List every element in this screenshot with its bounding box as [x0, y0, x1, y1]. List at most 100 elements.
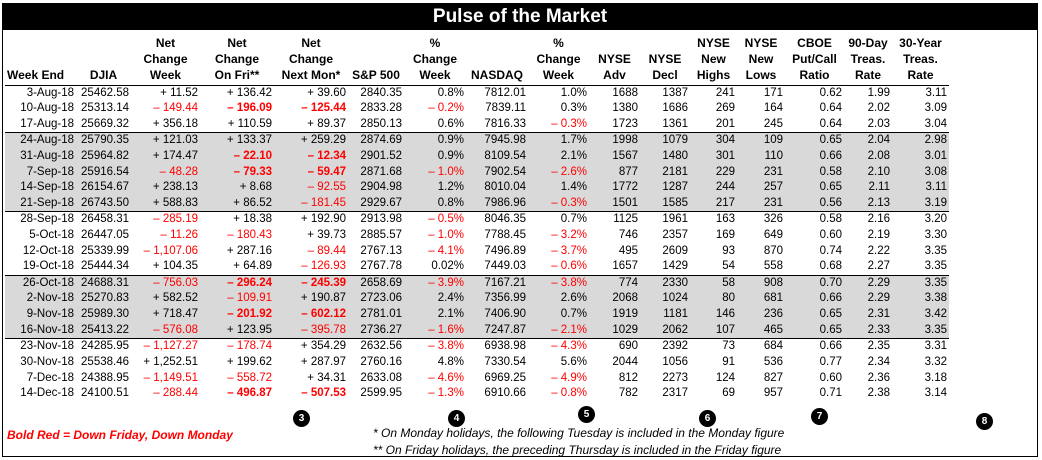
table-cell: 7788.45	[484, 229, 526, 242]
table-cell: 2901.52	[348, 148, 404, 165]
table-cell: 30-Nov-18	[20, 355, 74, 368]
table-cell: 0.65	[785, 132, 844, 149]
table-cell: 2767.78	[360, 260, 402, 273]
table-cell: 0.8%	[437, 86, 464, 99]
table-cell: 0.65	[785, 322, 844, 339]
table-cell: 1.99	[867, 86, 890, 99]
table-cell: 7945.98	[466, 132, 528, 149]
table-cell: + 588.83	[131, 195, 200, 212]
table-cell: 2904.98	[348, 180, 404, 196]
table-cell: 0.65	[785, 306, 844, 323]
table-cell: 1998	[589, 132, 640, 149]
table-cell: 3.32	[924, 355, 947, 368]
table-cell: 2.1%	[528, 148, 589, 165]
table-cell: 24-Aug-18	[5, 132, 76, 149]
table-cell: 8010.04	[466, 180, 528, 196]
table-cell: 10-Aug-18	[20, 102, 74, 115]
table-cell: 7-Sep-18	[5, 164, 76, 181]
table-cell: 3.01	[892, 148, 949, 165]
table-cell: + 110.59	[227, 117, 272, 130]
table-cell: – 285.19	[131, 211, 200, 228]
table-cell: 2.10	[844, 164, 892, 181]
table-cell: – 1.3%	[428, 387, 464, 400]
table-cell: 1961	[640, 211, 690, 228]
table-cell: 2.1%	[404, 306, 466, 323]
table-cell: 7449.03	[484, 260, 526, 273]
table-cell: + 259.29	[274, 132, 348, 149]
table-cell: 17-Aug-18	[20, 117, 74, 130]
table-cell: – 1,107.06	[143, 244, 198, 257]
table-cell: 2.08	[844, 148, 892, 165]
table-cell: 3.11	[925, 86, 947, 99]
table-cell: – 201.92	[200, 306, 274, 323]
table-cell: 0.66	[785, 338, 844, 355]
column-header: Net Change On Fri**	[200, 32, 274, 86]
table-cell: + 287.16	[226, 244, 272, 257]
table-cell: 536	[763, 355, 783, 368]
table-cell: 2.29	[844, 274, 892, 291]
marker-badge: 3	[293, 410, 310, 427]
table-cell: 2357	[662, 229, 688, 242]
table-cell: + 199.62	[226, 355, 272, 368]
table-cell: 2913.98	[348, 211, 404, 228]
table-cell: 24388.95	[81, 371, 129, 384]
table-cell: 2599.95	[360, 387, 402, 400]
column-header: 30-Year Treas. Rate	[892, 32, 949, 86]
table-cell: 1287	[640, 180, 690, 196]
table-cell: 5.6%	[560, 355, 587, 368]
table-cell: + 18.38	[200, 211, 274, 228]
table-cell: – 0.3%	[528, 195, 589, 212]
table-cell: 1657	[612, 260, 638, 273]
table-cell: 495	[618, 244, 638, 257]
table-cell: 25669.32	[81, 117, 129, 130]
table-cell: – 576.08	[131, 322, 200, 339]
table-cell: 0.8%	[404, 195, 466, 212]
table-cell: 26154.67	[76, 180, 131, 196]
table-cell: 0.65	[785, 180, 844, 196]
table-cell: 0.9%	[404, 132, 466, 149]
table-row: 2-Nov-18 25270.83 + 582.52– 109.91 + 190.87…	[5, 290, 949, 307]
table-title: Pulse of the Market	[3, 4, 1037, 30]
table-cell: – 4.9%	[551, 371, 587, 384]
table-cell: – 181.45	[274, 195, 348, 212]
table-cell: 3.42	[892, 306, 949, 323]
table-cell: 2.16	[844, 211, 892, 228]
table-cell: 1387	[662, 86, 688, 99]
table-cell: + 39.60	[307, 86, 346, 99]
table-cell: – 126.93	[301, 260, 346, 273]
table-cell: 2658.69	[348, 274, 404, 291]
table-cell: 6938.98	[466, 338, 528, 355]
table-cell: + 238.13	[131, 180, 200, 196]
table-cell: 1688	[612, 86, 638, 99]
table-cell: 2392	[640, 338, 690, 355]
table-cell: 25964.82	[76, 148, 131, 165]
table-cell: – 1.6%	[404, 322, 466, 339]
table-row: 30-Nov-18 25538.46 + 1,252.51 + 199.62 + 287…	[5, 354, 949, 370]
table-cell: 1024	[640, 290, 690, 307]
table-cell: 2.4%	[404, 290, 466, 307]
table-cell: 73	[690, 338, 737, 355]
table-cell: 1029	[589, 322, 640, 339]
table-cell: 0.60	[819, 229, 842, 242]
table-cell: 2.22	[867, 244, 890, 257]
table-cell: 1.4%	[528, 180, 589, 196]
table-cell: + 354.29	[274, 338, 348, 355]
table-cell: 3.09	[924, 102, 947, 115]
footnote-monday: * On Monday holidays, the following Tues…	[373, 426, 785, 440]
table-cell: 25413.22	[76, 322, 131, 339]
table-cell: 3.19	[892, 195, 949, 212]
table-cell: – 12.34	[274, 148, 348, 165]
table-cell: 1429	[662, 260, 688, 273]
table-cell: – 22.10	[200, 148, 274, 165]
table-cell: 0.58	[785, 211, 844, 228]
table-cell: – 1.0%	[428, 229, 464, 242]
table-cell: – 0.3%	[551, 117, 587, 130]
table-cell: 812	[618, 371, 638, 384]
column-header: CBOE Put/Call Ratio	[785, 32, 844, 86]
table-cell: 1079	[640, 132, 690, 149]
table-cell: 25270.83	[76, 290, 131, 307]
table-cell: 0.62	[819, 86, 842, 99]
table-cell: 0.9%	[404, 148, 466, 165]
table-cell: 2736.27	[348, 322, 404, 339]
table-cell: 649	[763, 229, 783, 242]
